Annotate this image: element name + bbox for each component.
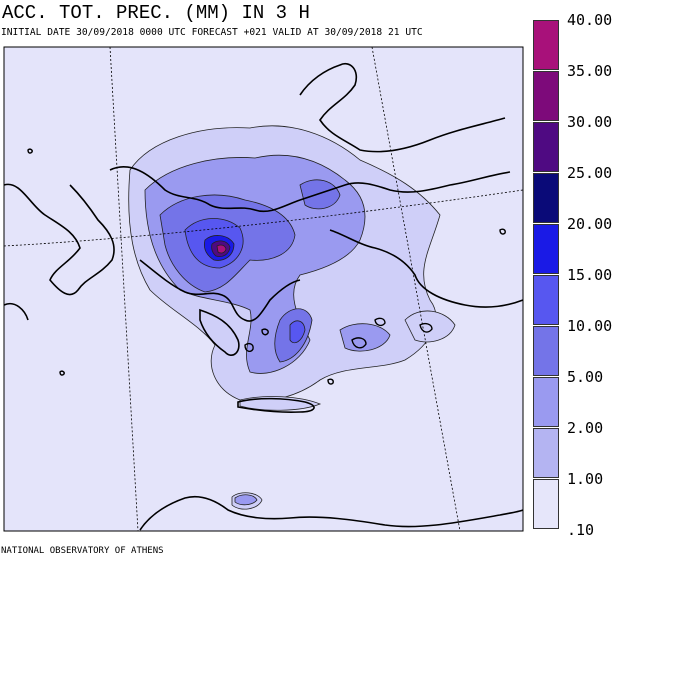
- precip-area-very-heavy-2: [289, 320, 306, 344]
- coast-italy: [3, 183, 115, 296]
- legend-label-5: 5.00: [567, 368, 604, 386]
- coast-africa: [139, 495, 524, 531]
- forecast-subtitle: INITIAL DATE 30/09/2018 0000 UTC FORECAS…: [1, 27, 423, 38]
- legend-label-25: 25.00: [567, 164, 613, 182]
- legend-label-30: 30.00: [567, 113, 613, 131]
- footer-credit: NATIONAL OBSERVATORY OF ATHENS: [1, 546, 164, 556]
- frame-ticks: [3, 47, 524, 531]
- coast-peloponnese: [199, 308, 240, 356]
- legend-label-1: 1.00: [567, 470, 604, 488]
- legend-label-2: 2.00: [567, 419, 604, 437]
- meridian-west: [109, 46, 139, 532]
- legend-label-40: 40.00: [567, 11, 613, 29]
- legend-label-20: 20.00: [567, 215, 613, 233]
- coast-black-sea: [299, 63, 506, 153]
- precip-area-moderate-3: [234, 494, 258, 506]
- graticule: [3, 46, 524, 532]
- legend-swatch-2-1: [533, 428, 559, 478]
- map-title: ACC. TOT. PREC. (MM) IN 3 H: [2, 2, 310, 24]
- legend-label-15: 15.00: [567, 266, 613, 284]
- legend-swatch-10-5: [533, 326, 559, 376]
- legend-swatch-20-15: [533, 224, 559, 274]
- coast-turkey: [329, 229, 524, 308]
- coastlines: [3, 63, 524, 531]
- islands: [27, 148, 506, 385]
- legend-label-010: .10: [567, 521, 595, 539]
- legend-label-10: 10.00: [567, 317, 613, 335]
- legend-swatch-5-2: [533, 377, 559, 427]
- precip-area-moderate-2: [339, 323, 391, 352]
- coast-balkans: [109, 165, 511, 213]
- coast-greece-mainland: [139, 259, 301, 322]
- coast-sicily: [3, 302, 29, 321]
- legend-swatch-15-10: [533, 275, 559, 325]
- coast-crete: [237, 397, 315, 413]
- legend-swatch-30-25: [533, 122, 559, 172]
- legend-swatch-40-35: [533, 20, 559, 70]
- legend-swatch-1-010: [533, 479, 559, 529]
- meridian-east: [371, 46, 461, 532]
- legend-swatch-25-20: [533, 173, 559, 223]
- precip-core-inner: [216, 244, 227, 254]
- precip-area-heavy-3: [299, 179, 341, 210]
- legend-swatch-35-30: [533, 71, 559, 121]
- legend-label-35: 35.00: [567, 62, 613, 80]
